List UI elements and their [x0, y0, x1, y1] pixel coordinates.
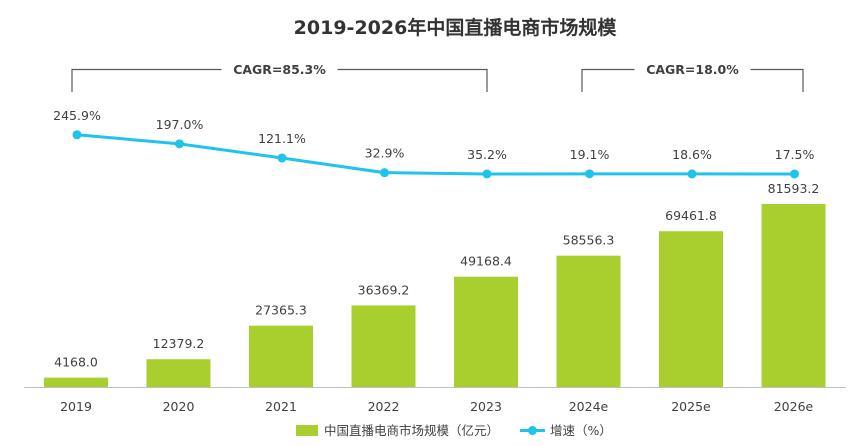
bar-value-label-2025e: 69461.8	[665, 208, 717, 223]
growth-point-2026e	[790, 169, 799, 179]
x-tick-label-2021: 2021	[265, 399, 297, 414]
bar-value-label-2022: 36369.2	[358, 282, 410, 297]
x-axis: 2019 2020 2021 2022 2023 2024e 2025e 2026e	[24, 387, 846, 414]
bar-value-label-2026e: 81593.2	[768, 181, 820, 196]
legend-line-marker	[528, 426, 537, 435]
x-tick-label-2025e: 2025e	[671, 399, 711, 414]
bar-2019	[44, 377, 108, 387]
bar-2025e	[659, 231, 723, 387]
x-tick-label-2020: 2020	[163, 399, 195, 414]
legend-bar-label: 中国直播电商市场规模（亿元）	[324, 423, 499, 438]
legend-bar-swatch	[296, 425, 318, 436]
bar-2022	[351, 305, 416, 387]
cagr-annotations: CAGR=85.3% CAGR=18.0%	[71, 62, 804, 92]
growth-point-2025e	[687, 169, 697, 179]
chart-title: 2019-2026年中国直播电商市场规模	[294, 16, 618, 39]
bar-2021	[249, 325, 313, 387]
bar-2023	[454, 276, 518, 387]
growth-line-series: 245.9% 197.0% 121.1% 32.9% 35.2% 19.1% 18.6% 17…	[53, 108, 814, 179]
growth-line	[76, 133, 795, 176]
bar-value-label-2024e: 58556.3	[563, 233, 615, 248]
bar-2020	[146, 359, 211, 387]
growth-point-2022	[380, 168, 389, 178]
growth-label-2020: 197.0%	[156, 117, 204, 132]
bar-value-label-2020: 12379.2	[153, 336, 205, 351]
growth-label-2025e: 18.6%	[672, 147, 712, 162]
growth-point-2019	[72, 130, 82, 140]
bar-series: 4168.0 12379.2 27365.3 36369.2 49168.4 58556.…	[44, 181, 826, 387]
bar-value-label-2019: 4168.0	[54, 355, 98, 370]
growth-label-2024e: 19.1%	[570, 147, 610, 162]
x-tick-label-2019: 2019	[60, 399, 92, 414]
x-tick-label-2023: 2023	[470, 399, 502, 414]
growth-label-2021: 121.1%	[258, 131, 306, 146]
bar-value-label-2021: 27365.3	[255, 303, 307, 318]
growth-point-2021	[277, 153, 287, 163]
x-tick-label-2026e: 2026e	[774, 399, 814, 414]
growth-label-2026e: 17.5%	[775, 147, 815, 162]
bar-2026e	[761, 204, 826, 387]
bar-value-label-2023: 49168.4	[460, 254, 512, 269]
bar-2024e	[556, 255, 621, 387]
growth-label-2019: 245.9%	[53, 108, 101, 123]
growth-label-2023: 35.2%	[467, 147, 507, 162]
cagr-bracket-1	[71, 68, 488, 92]
growth-point-2024e	[585, 169, 594, 179]
legend-line-label: 增速（%）	[550, 423, 612, 438]
legend: 中国直播电商市场规模（亿元） 增速（%）	[296, 423, 612, 438]
cagr-label-1: CAGR=85.3%	[233, 62, 326, 77]
cagr-bracket-2	[581, 68, 804, 92]
cagr-label-2: CAGR=18.0%	[646, 62, 739, 77]
growth-point-2023	[482, 169, 492, 179]
x-tick-label-2024e: 2024e	[569, 399, 609, 414]
growth-label-2022: 32.9%	[365, 146, 405, 161]
x-tick-label-2022: 2022	[368, 399, 400, 414]
growth-point-2020	[175, 139, 184, 149]
